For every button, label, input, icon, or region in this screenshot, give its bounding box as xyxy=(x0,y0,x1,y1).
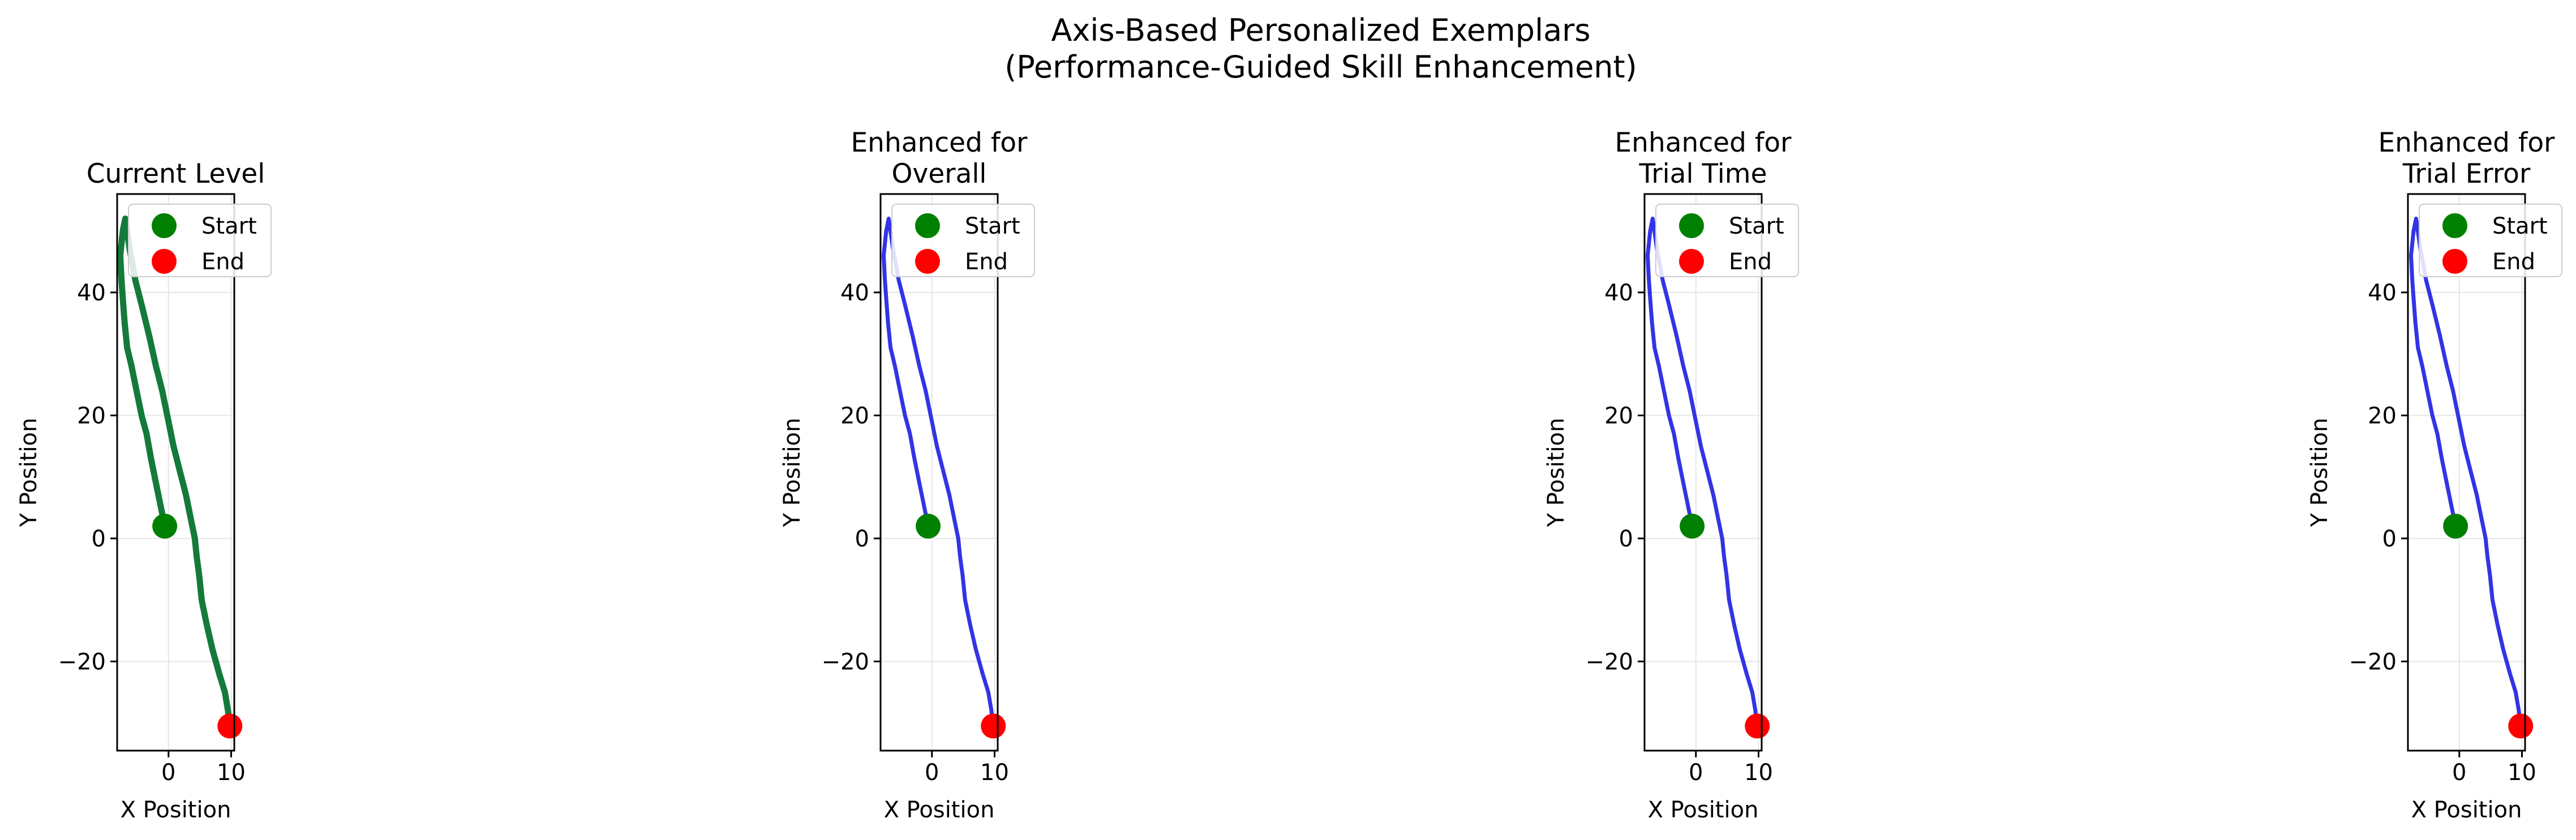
y-axis-label: Y Position xyxy=(16,418,42,528)
subplot-title-line: Enhanced for xyxy=(1615,127,1792,158)
subplot-title-line: Trial Time xyxy=(1638,158,1767,189)
legend-marker-start xyxy=(2442,213,2467,238)
legend-marker-start xyxy=(152,213,177,238)
legend-label-end: End xyxy=(1729,249,1772,275)
subplot-title-line: Trial Error xyxy=(2402,158,2531,189)
end-marker xyxy=(2508,713,2534,739)
y-axis-label: Y Position xyxy=(2307,418,2333,528)
legend-marker-end xyxy=(2442,249,2467,274)
subplot-title-line: Enhanced for xyxy=(2378,127,2555,158)
y-tick-label: 0 xyxy=(2382,526,2397,552)
x-tick-label: 10 xyxy=(980,760,1009,786)
legend: Start End xyxy=(1655,204,1799,277)
y-tick-label: 40 xyxy=(840,280,869,306)
legend-label-start: Start xyxy=(2492,213,2548,239)
figure-title-line-2: (Performance-Guided Skill Enhancement) xyxy=(1004,49,1637,85)
y-axis-label: Y Position xyxy=(1543,418,1569,528)
subplot-panels: Current Level 0 10 −20 0 20 40 X Position Y Posi… xyxy=(16,127,2562,823)
trajectory-line xyxy=(1646,217,1759,731)
legend: Start End xyxy=(891,204,1035,277)
x-tick-label: 0 xyxy=(161,760,175,786)
legend-marker-end xyxy=(152,249,177,274)
end-marker xyxy=(1745,713,1770,739)
x-tick-label: 10 xyxy=(2508,760,2536,786)
legend: Start End xyxy=(128,204,272,277)
y-tick-label: 20 xyxy=(77,403,106,429)
trajectory-line xyxy=(117,216,233,733)
y-tick-label: 20 xyxy=(1604,403,1633,429)
x-axis-label: X Position xyxy=(1648,797,1759,823)
figure-title-line-1: Axis-Based Personalized Exemplars xyxy=(1051,12,1590,48)
x-tick-label: 10 xyxy=(1744,760,1773,786)
legend-label-end: End xyxy=(2492,249,2535,275)
subplot-title-line: Overall xyxy=(892,158,987,189)
y-tick-label: −20 xyxy=(822,649,869,675)
subplot-title-line: Enhanced for xyxy=(851,127,1028,158)
x-tick-label: 0 xyxy=(1689,760,1703,786)
x-axis-label: X Position xyxy=(884,797,995,823)
start-marker xyxy=(152,514,178,539)
subplot-1: Current Level 0 10 −20 0 20 40 X Position Y Posi… xyxy=(16,158,272,823)
legend-label-end: End xyxy=(201,249,244,275)
x-axis-label: X Position xyxy=(2411,797,2522,823)
y-tick-label: 0 xyxy=(92,526,106,552)
y-axis-label: Y Position xyxy=(779,418,805,528)
x-tick-label: 0 xyxy=(2452,760,2466,786)
y-tick-label: 20 xyxy=(840,403,869,429)
legend: Start End xyxy=(2419,204,2562,277)
legend-label-start: Start xyxy=(1729,213,1784,239)
legend-label-end: End xyxy=(965,249,1008,275)
y-tick-label: 0 xyxy=(1619,526,1633,552)
end-marker xyxy=(217,713,243,739)
end-marker xyxy=(981,713,1006,739)
axes-frame xyxy=(1643,193,1763,752)
trajectory-line xyxy=(2409,217,2523,731)
legend-marker-end xyxy=(1679,249,1704,274)
y-tick-label: 20 xyxy=(2368,403,2397,429)
y-tick-label: −20 xyxy=(58,649,106,675)
x-tick-label: 10 xyxy=(217,760,246,786)
axes-frame xyxy=(116,193,235,752)
y-tick-label: 40 xyxy=(1604,280,1633,306)
x-tick-label: 0 xyxy=(925,760,939,786)
y-tick-label: 0 xyxy=(855,526,869,552)
legend-marker-end xyxy=(915,249,940,274)
legend-marker-start xyxy=(1679,213,1704,238)
subplot-title-line: Current Level xyxy=(87,158,265,189)
trajectory-line xyxy=(882,217,995,731)
legend-label-start: Start xyxy=(201,213,257,239)
y-tick-label: 40 xyxy=(2368,280,2397,306)
start-marker xyxy=(2443,514,2468,539)
y-tick-label: −20 xyxy=(1586,649,1633,675)
axes-frame xyxy=(2407,193,2526,752)
axes-frame xyxy=(879,193,999,752)
legend-label-start: Start xyxy=(965,213,1020,239)
legend-marker-start xyxy=(915,213,940,238)
start-marker xyxy=(1680,514,1705,539)
x-axis-label: X Position xyxy=(121,797,231,823)
y-tick-label: −20 xyxy=(2349,649,2397,675)
y-tick-label: 40 xyxy=(77,280,106,306)
start-marker xyxy=(916,514,941,539)
